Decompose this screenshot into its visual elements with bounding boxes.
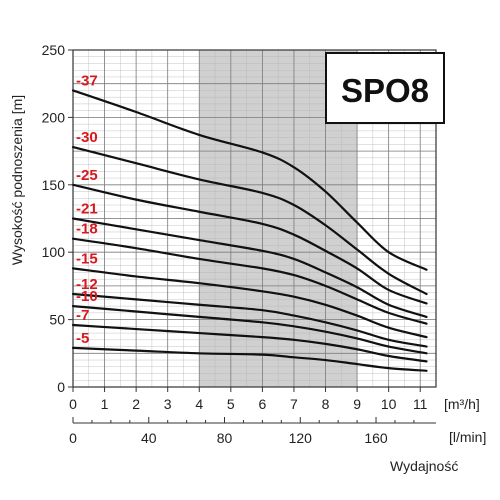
curve-minus-37 [71, 89, 428, 271]
secondary-x-tick-label: 160 [364, 430, 388, 446]
x-tick-label: 3 [164, 396, 172, 412]
curve-label: -18 [76, 221, 98, 238]
x-axis-unit-m3h: [m³/h] [444, 396, 480, 412]
x-tick-label: 4 [195, 396, 203, 412]
y-tick-label: 0 [57, 379, 65, 395]
y-axis-title: Wysokość podnoszenia [m] [9, 95, 25, 265]
curve-minus-21 [71, 217, 428, 318]
model-box-frame [325, 52, 445, 124]
x-axis-unit-lmin: [l/min] [449, 429, 486, 445]
curve-minus-15 [71, 267, 428, 339]
x-tick-label: 5 [227, 396, 235, 412]
curve-minus-12 [71, 292, 428, 348]
model-box: SPO8 [325, 52, 445, 124]
curve-label: -21 [76, 201, 98, 218]
x-tick-label: 2 [132, 396, 140, 412]
curve-minus-10 [71, 305, 428, 355]
secondary-x-tick-label: 80 [217, 430, 233, 446]
axes: 0 50 100 150 200 250 0 1 2 3 4 5 6 7 8 9 10 11 0 40 80 120 160 [42, 42, 436, 446]
x-tick-label: 8 [322, 396, 330, 412]
curve-label: -37 [76, 72, 98, 89]
x-tick-label: 10 [381, 396, 397, 412]
x-tick-label: 1 [101, 396, 109, 412]
curve-label: -12 [76, 276, 98, 293]
curve-label: -30 [76, 129, 98, 146]
x-tick-label: 6 [258, 396, 266, 412]
curve-minus-25 [71, 183, 428, 305]
curve-label: -10 [76, 288, 98, 305]
curve-minus-5 [71, 346, 428, 372]
secondary-x-tick-label: 0 [69, 430, 77, 446]
curve-label: -7 [76, 307, 89, 324]
x-tick-label: 0 [69, 396, 77, 412]
curve-label: -25 [76, 167, 98, 184]
y-tick-label: 250 [42, 42, 66, 58]
x-tick-label: 7 [290, 396, 298, 412]
y-tick-label: 50 [49, 312, 65, 328]
curve-minus-18 [71, 237, 428, 325]
secondary-x-tick-label: 120 [289, 430, 313, 446]
model-title: SPO8 [341, 72, 429, 109]
x-tick-label: 9 [353, 396, 361, 412]
curve-minus-30 [71, 145, 428, 296]
y-tick-label: 200 [42, 109, 66, 125]
secondary-x-tick-label: 40 [141, 430, 157, 446]
x-tick-label: 11 [413, 396, 428, 412]
curve-label: -15 [76, 250, 98, 267]
curve-label: -5 [76, 330, 89, 347]
y-tick-label: 150 [42, 177, 66, 193]
y-tick-label: 100 [42, 244, 66, 260]
x-axis-title: Wydajność [390, 458, 458, 474]
curve-minus-7 [71, 323, 428, 363]
